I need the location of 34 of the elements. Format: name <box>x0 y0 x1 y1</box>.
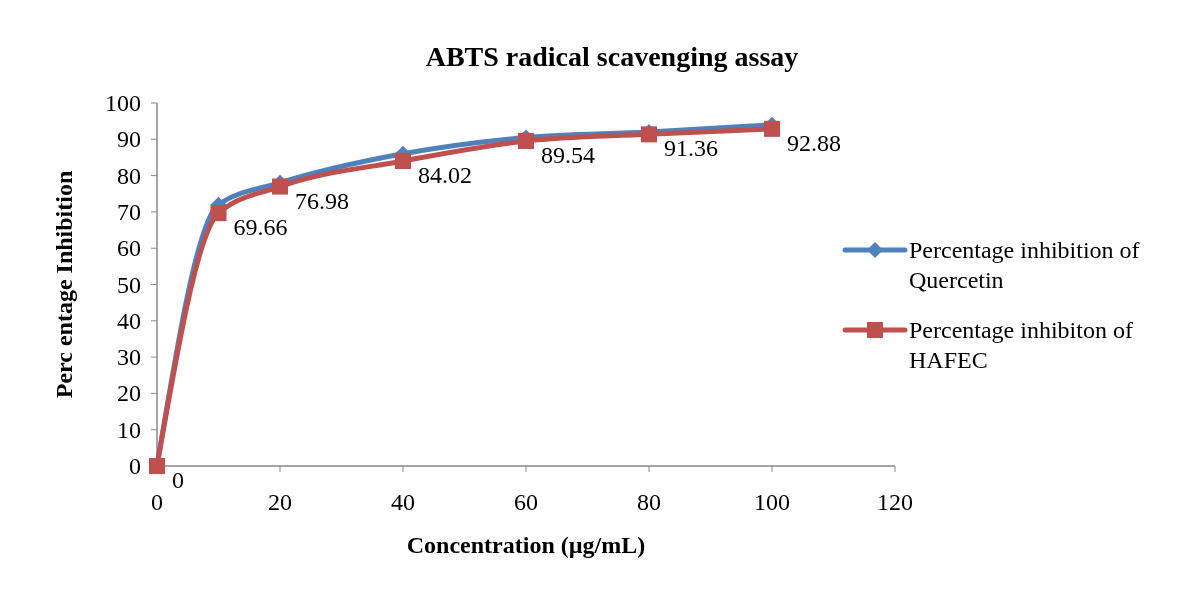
point <box>272 178 288 195</box>
y-tick-label: 40 <box>117 307 141 334</box>
x-tick-label: 20 <box>268 489 292 515</box>
data-label: 92.88 <box>787 129 841 156</box>
legend-label: Percentage inhibiton of HAFEC <box>909 317 1133 373</box>
data-label: 89.54 <box>541 141 595 168</box>
y-tick-label: 20 <box>117 380 141 407</box>
y-tick-label: 80 <box>117 162 141 189</box>
x-tick-label: 120 <box>877 489 913 515</box>
x-tick-label: 60 <box>514 489 538 515</box>
data-label: 84.02 <box>418 162 472 189</box>
y-tick-label: 0 <box>129 453 141 479</box>
y-tick-label: 30 <box>117 344 141 371</box>
y-tick-label: 10 <box>117 416 141 443</box>
point <box>764 120 780 137</box>
y-tick-label: 90 <box>117 126 141 153</box>
x-tick-label: 100 <box>754 489 790 515</box>
data-label: 0 <box>172 467 184 493</box>
chart-title: ABTS radical scavenging assay <box>425 41 799 72</box>
y-tick-label: 70 <box>117 198 141 225</box>
data-label: 69.66 <box>233 214 288 241</box>
x-tick-label: 80 <box>637 489 661 515</box>
data-label: 76.98 <box>295 187 349 214</box>
data-label: 91.36 <box>664 135 718 162</box>
y-tick-label: 50 <box>117 271 141 298</box>
y-tick-label: 60 <box>117 235 141 262</box>
x-axis-title: Concentration (µg/mL) <box>406 532 646 558</box>
point <box>395 153 411 170</box>
legend-label: Percentage inhibition of Quercetin <box>909 237 1140 293</box>
y-tick-label: 100 <box>105 90 141 116</box>
point <box>210 205 227 222</box>
x-tick-label: 0 <box>151 489 163 515</box>
x-tick-label: 40 <box>391 489 415 515</box>
y-axis-title: Perc entage Inhibition <box>51 170 77 399</box>
